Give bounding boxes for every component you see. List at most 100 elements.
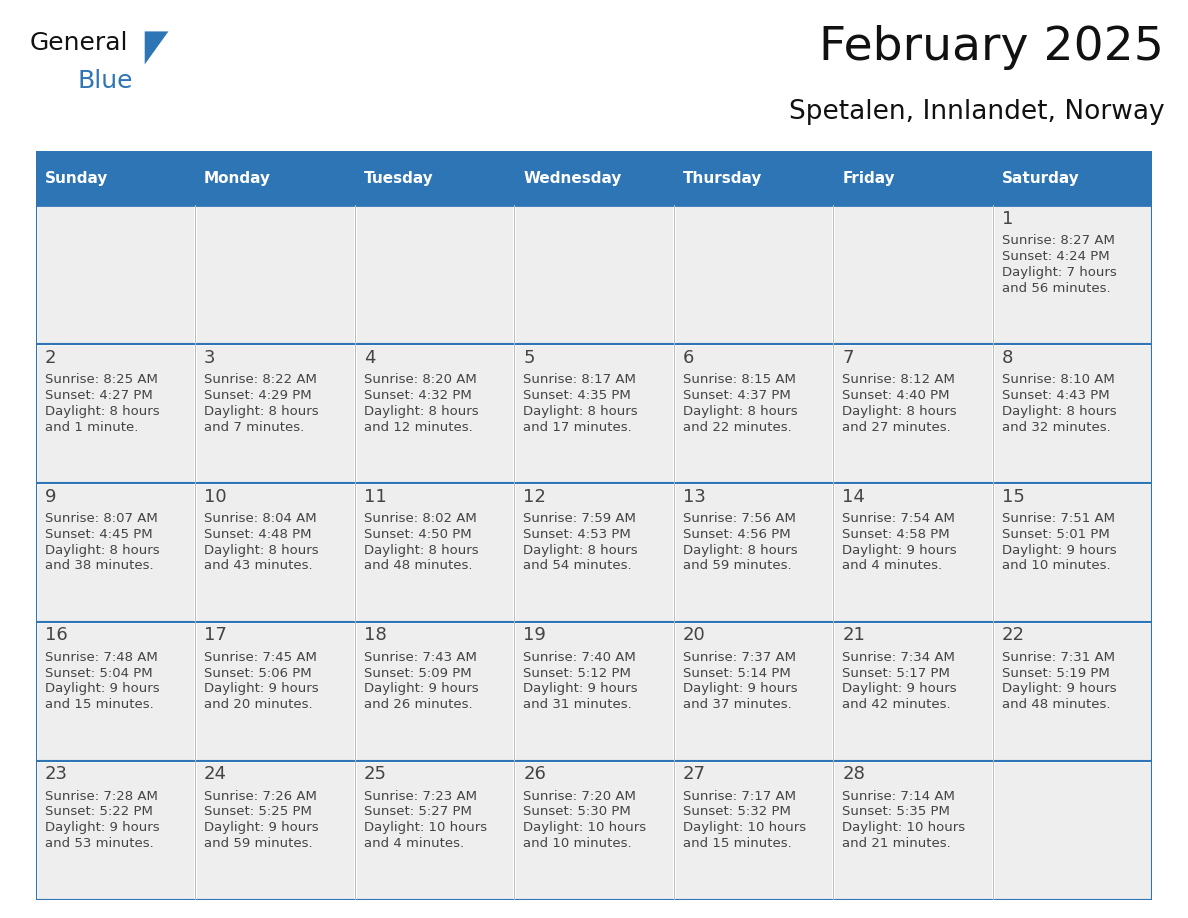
Text: Sunrise: 8:10 AM: Sunrise: 8:10 AM bbox=[1001, 373, 1114, 386]
Bar bbox=[674, 761, 833, 900]
Text: Sunset: 4:35 PM: Sunset: 4:35 PM bbox=[523, 389, 631, 402]
Text: Daylight: 10 hours: Daylight: 10 hours bbox=[842, 822, 966, 834]
Bar bbox=[993, 483, 1152, 621]
Bar bbox=[833, 344, 993, 483]
Text: Sunrise: 7:34 AM: Sunrise: 7:34 AM bbox=[842, 651, 955, 664]
Text: Daylight: 10 hours: Daylight: 10 hours bbox=[683, 822, 805, 834]
Text: 27: 27 bbox=[683, 766, 706, 783]
Text: 22: 22 bbox=[1001, 626, 1025, 644]
Text: Daylight: 9 hours: Daylight: 9 hours bbox=[523, 682, 638, 696]
Text: Sunset: 5:27 PM: Sunset: 5:27 PM bbox=[364, 805, 472, 819]
Text: Daylight: 9 hours: Daylight: 9 hours bbox=[842, 543, 956, 556]
Text: February 2025: February 2025 bbox=[820, 25, 1164, 70]
Text: 17: 17 bbox=[204, 626, 227, 644]
Text: 19: 19 bbox=[523, 626, 546, 644]
Text: Sunrise: 8:17 AM: Sunrise: 8:17 AM bbox=[523, 373, 636, 386]
Text: and 42 minutes.: and 42 minutes. bbox=[842, 699, 950, 711]
Text: Wednesday: Wednesday bbox=[523, 171, 621, 186]
Text: Daylight: 9 hours: Daylight: 9 hours bbox=[204, 822, 318, 834]
Text: Sunset: 4:27 PM: Sunset: 4:27 PM bbox=[45, 389, 152, 402]
Text: Daylight: 8 hours: Daylight: 8 hours bbox=[204, 405, 318, 418]
Text: and 56 minutes.: and 56 minutes. bbox=[1001, 282, 1111, 295]
Text: and 15 minutes.: and 15 minutes. bbox=[683, 837, 791, 850]
Text: Sunset: 4:32 PM: Sunset: 4:32 PM bbox=[364, 389, 472, 402]
Text: Daylight: 10 hours: Daylight: 10 hours bbox=[364, 822, 487, 834]
Bar bbox=[355, 483, 514, 621]
Text: and 43 minutes.: and 43 minutes. bbox=[204, 559, 312, 573]
Text: Sunrise: 7:31 AM: Sunrise: 7:31 AM bbox=[1001, 651, 1114, 664]
Bar bbox=[674, 621, 833, 761]
Text: Sunset: 4:56 PM: Sunset: 4:56 PM bbox=[683, 528, 790, 541]
Text: Sunset: 4:40 PM: Sunset: 4:40 PM bbox=[842, 389, 949, 402]
Bar bbox=[514, 761, 674, 900]
Text: and 32 minutes.: and 32 minutes. bbox=[1001, 420, 1111, 433]
Text: Sunset: 5:32 PM: Sunset: 5:32 PM bbox=[683, 805, 790, 819]
Text: Sunrise: 8:22 AM: Sunrise: 8:22 AM bbox=[204, 373, 317, 386]
Text: and 20 minutes.: and 20 minutes. bbox=[204, 699, 312, 711]
Text: Sunset: 5:12 PM: Sunset: 5:12 PM bbox=[523, 666, 631, 679]
Text: Sunrise: 7:54 AM: Sunrise: 7:54 AM bbox=[842, 512, 955, 525]
Text: 7: 7 bbox=[842, 349, 854, 366]
Text: 4: 4 bbox=[364, 349, 375, 366]
Text: and 38 minutes.: and 38 minutes. bbox=[45, 559, 153, 573]
Text: 1: 1 bbox=[1001, 210, 1013, 228]
Text: Sunrise: 7:51 AM: Sunrise: 7:51 AM bbox=[1001, 512, 1114, 525]
Text: Sunrise: 7:20 AM: Sunrise: 7:20 AM bbox=[523, 789, 636, 802]
Text: Sunrise: 8:25 AM: Sunrise: 8:25 AM bbox=[45, 373, 158, 386]
Bar bbox=[355, 206, 514, 344]
Text: Sunset: 5:25 PM: Sunset: 5:25 PM bbox=[204, 805, 312, 819]
Text: Daylight: 8 hours: Daylight: 8 hours bbox=[204, 543, 318, 556]
Text: Sunset: 5:35 PM: Sunset: 5:35 PM bbox=[842, 805, 950, 819]
Text: Daylight: 8 hours: Daylight: 8 hours bbox=[683, 405, 797, 418]
Bar bbox=[833, 761, 993, 900]
Text: Monday: Monday bbox=[204, 171, 271, 186]
Text: 15: 15 bbox=[1001, 487, 1024, 506]
Text: Daylight: 9 hours: Daylight: 9 hours bbox=[683, 682, 797, 696]
Bar bbox=[36, 344, 195, 483]
Text: Daylight: 8 hours: Daylight: 8 hours bbox=[523, 543, 638, 556]
Text: 23: 23 bbox=[45, 766, 68, 783]
Text: Sunset: 4:48 PM: Sunset: 4:48 PM bbox=[204, 528, 311, 541]
Text: Sunrise: 8:20 AM: Sunrise: 8:20 AM bbox=[364, 373, 476, 386]
Text: Sunrise: 7:28 AM: Sunrise: 7:28 AM bbox=[45, 789, 158, 802]
Text: Daylight: 8 hours: Daylight: 8 hours bbox=[45, 543, 159, 556]
Text: Sunset: 5:04 PM: Sunset: 5:04 PM bbox=[45, 666, 152, 679]
Text: Daylight: 8 hours: Daylight: 8 hours bbox=[523, 405, 638, 418]
Text: Tuesday: Tuesday bbox=[364, 171, 434, 186]
Bar bbox=[36, 621, 195, 761]
Text: Daylight: 8 hours: Daylight: 8 hours bbox=[364, 543, 479, 556]
Text: Daylight: 9 hours: Daylight: 9 hours bbox=[1001, 543, 1117, 556]
Text: and 12 minutes.: and 12 minutes. bbox=[364, 420, 473, 433]
Text: Sunset: 4:53 PM: Sunset: 4:53 PM bbox=[523, 528, 631, 541]
Text: Sunset: 4:58 PM: Sunset: 4:58 PM bbox=[842, 528, 950, 541]
Text: Daylight: 9 hours: Daylight: 9 hours bbox=[1001, 682, 1117, 696]
Text: Sunset: 4:50 PM: Sunset: 4:50 PM bbox=[364, 528, 472, 541]
Bar bbox=[833, 483, 993, 621]
Bar bbox=[195, 344, 355, 483]
Text: 3: 3 bbox=[204, 349, 215, 366]
Text: Daylight: 9 hours: Daylight: 9 hours bbox=[364, 682, 479, 696]
Text: Sunset: 4:37 PM: Sunset: 4:37 PM bbox=[683, 389, 790, 402]
Text: 8: 8 bbox=[1001, 349, 1013, 366]
Text: Daylight: 8 hours: Daylight: 8 hours bbox=[842, 405, 956, 418]
Text: Sunrise: 7:45 AM: Sunrise: 7:45 AM bbox=[204, 651, 317, 664]
Text: Sunset: 5:19 PM: Sunset: 5:19 PM bbox=[1001, 666, 1110, 679]
Text: Sunset: 5:14 PM: Sunset: 5:14 PM bbox=[683, 666, 790, 679]
Text: 25: 25 bbox=[364, 766, 386, 783]
Bar bbox=[833, 206, 993, 344]
Text: Sunset: 5:09 PM: Sunset: 5:09 PM bbox=[364, 666, 472, 679]
Bar bbox=[674, 483, 833, 621]
Text: 21: 21 bbox=[842, 626, 865, 644]
Text: and 54 minutes.: and 54 minutes. bbox=[523, 559, 632, 573]
Text: Sunrise: 7:26 AM: Sunrise: 7:26 AM bbox=[204, 789, 317, 802]
Text: Daylight: 7 hours: Daylight: 7 hours bbox=[1001, 266, 1117, 279]
Bar bbox=[674, 206, 833, 344]
Text: Sunset: 5:01 PM: Sunset: 5:01 PM bbox=[1001, 528, 1110, 541]
Text: Sunrise: 7:59 AM: Sunrise: 7:59 AM bbox=[523, 512, 636, 525]
Text: Sunset: 4:29 PM: Sunset: 4:29 PM bbox=[204, 389, 311, 402]
Bar bbox=[993, 344, 1152, 483]
Text: and 59 minutes.: and 59 minutes. bbox=[683, 559, 791, 573]
Bar bbox=[993, 621, 1152, 761]
Bar bbox=[195, 206, 355, 344]
Bar bbox=[674, 344, 833, 483]
